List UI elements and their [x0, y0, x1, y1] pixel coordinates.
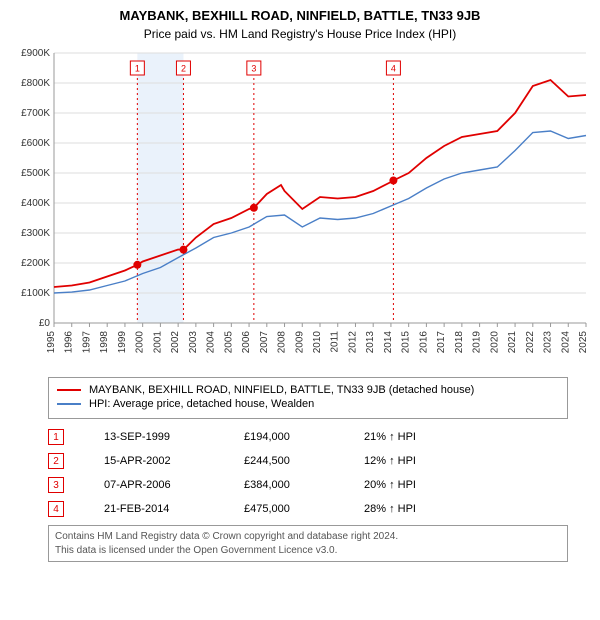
sale-date: 07-APR-2006	[104, 479, 244, 491]
y-tick-label: £100K	[21, 288, 50, 299]
legend-label: HPI: Average price, detached house, Weal…	[89, 398, 314, 410]
x-tick-label: 1995	[46, 331, 57, 354]
chart-svg: £0 £100K £200K £300K £400K £500K £600K £700K £80…	[8, 47, 592, 367]
sales-table: 1 13-SEP-1999£194,00021% ↑ HPI 2 15-APR-200…	[48, 429, 568, 517]
x-tick-label: 2013	[365, 331, 376, 354]
x-tick-label: 2000	[135, 331, 146, 354]
x-tick-label: 2008	[277, 331, 288, 354]
sale-date: 15-APR-2002	[104, 455, 244, 467]
x-tick-label: 2012	[347, 331, 358, 354]
sale-row: 4 21-FEB-2014£475,00028% ↑ HPI	[48, 501, 568, 517]
price-chart-container: MAYBANK, BEXHILL ROAD, NINFIELD, BATTLE,…	[8, 8, 592, 562]
x-tick-label: 2001	[152, 331, 163, 354]
x-tick-label: 2015	[401, 331, 412, 354]
sale-marker-dot	[133, 261, 141, 269]
plot-area: £0 £100K £200K £300K £400K £500K £600K £700K £80…	[8, 47, 592, 367]
legend-swatch	[57, 389, 81, 391]
x-tick-label: 2025	[578, 331, 589, 354]
x-tick-label: 2007	[259, 331, 270, 354]
x-tick-label: 2017	[436, 331, 447, 354]
sale-row: 1 13-SEP-1999£194,00021% ↑ HPI	[48, 429, 568, 445]
y-tick-label: £500K	[21, 168, 50, 179]
x-tick-label: 2016	[418, 331, 429, 354]
y-tick-label: £700K	[21, 108, 50, 119]
sale-marker-number: 2	[181, 64, 186, 74]
x-tick-label: 2002	[170, 331, 181, 354]
x-tick-label: 2009	[294, 331, 305, 354]
sale-number-box: 2	[48, 453, 64, 469]
legend-swatch	[57, 403, 81, 405]
x-tick-label: 2010	[312, 331, 323, 354]
y-tick-label: £600K	[21, 138, 50, 149]
sale-price: £475,000	[244, 503, 364, 515]
x-tick-label: 2011	[330, 331, 341, 353]
sale-diff: 21% ↑ HPI	[364, 431, 484, 443]
sale-price: £194,000	[244, 431, 364, 443]
legend-row: HPI: Average price, detached house, Weal…	[57, 398, 559, 410]
sale-marker-dot	[389, 177, 397, 185]
x-tick-label: 2022	[525, 331, 536, 354]
sale-number-box: 3	[48, 477, 64, 493]
sale-diff: 20% ↑ HPI	[364, 479, 484, 491]
chart-subtitle: Price paid vs. HM Land Registry's House …	[8, 27, 592, 41]
x-tick-label: 2019	[472, 331, 483, 354]
x-tick-label: 2006	[241, 331, 252, 354]
x-tick-label: 2005	[223, 331, 234, 354]
sale-number-box: 4	[48, 501, 64, 517]
footnote-line-2: This data is licensed under the Open Gov…	[55, 544, 561, 558]
legend-label: MAYBANK, BEXHILL ROAD, NINFIELD, BATTLE,…	[89, 384, 474, 396]
y-tick-label: £200K	[21, 258, 50, 269]
sale-diff: 28% ↑ HPI	[364, 503, 484, 515]
x-tick-label: 1999	[117, 331, 128, 354]
x-tick-label: 2024	[560, 331, 571, 354]
sale-marker-dot	[179, 246, 187, 254]
legend-row: MAYBANK, BEXHILL ROAD, NINFIELD, BATTLE,…	[57, 384, 559, 396]
sale-marker-number: 3	[251, 64, 256, 74]
y-tick-label: £800K	[21, 78, 50, 89]
x-tick-label: 2023	[543, 331, 554, 354]
x-tick-label: 2004	[206, 331, 217, 354]
sale-row: 3 07-APR-2006£384,00020% ↑ HPI	[48, 477, 568, 493]
x-tick-label: 2003	[188, 331, 199, 354]
x-tick-label: 2018	[454, 331, 465, 354]
sale-marker-number: 4	[391, 64, 396, 74]
x-tick-label: 2020	[489, 331, 500, 354]
sale-marker-number: 1	[135, 64, 140, 74]
y-tick-label: £300K	[21, 228, 50, 239]
x-tick-label: 1998	[99, 331, 110, 354]
sale-row: 2 15-APR-2002£244,50012% ↑ HPI	[48, 453, 568, 469]
footnote-line-1: Contains HM Land Registry data © Crown c…	[55, 530, 561, 544]
sale-number-box: 1	[48, 429, 64, 445]
x-tick-label: 2021	[507, 331, 518, 354]
sale-price: £244,500	[244, 455, 364, 467]
x-tick-label: 1996	[64, 331, 75, 354]
sale-date: 13-SEP-1999	[104, 431, 244, 443]
legend: MAYBANK, BEXHILL ROAD, NINFIELD, BATTLE,…	[48, 377, 568, 419]
sale-price: £384,000	[244, 479, 364, 491]
y-tick-label: £0	[39, 318, 51, 329]
sale-diff: 12% ↑ HPI	[364, 455, 484, 467]
y-tick-label: £400K	[21, 198, 50, 209]
x-tick-label: 2014	[383, 331, 394, 354]
sale-marker-dot	[250, 204, 258, 212]
y-tick-label: £900K	[21, 48, 50, 59]
x-tick-label: 1997	[81, 331, 92, 354]
sale-date: 21-FEB-2014	[104, 503, 244, 515]
chart-title: MAYBANK, BEXHILL ROAD, NINFIELD, BATTLE,…	[8, 8, 592, 23]
footnote: Contains HM Land Registry data © Crown c…	[48, 525, 568, 562]
